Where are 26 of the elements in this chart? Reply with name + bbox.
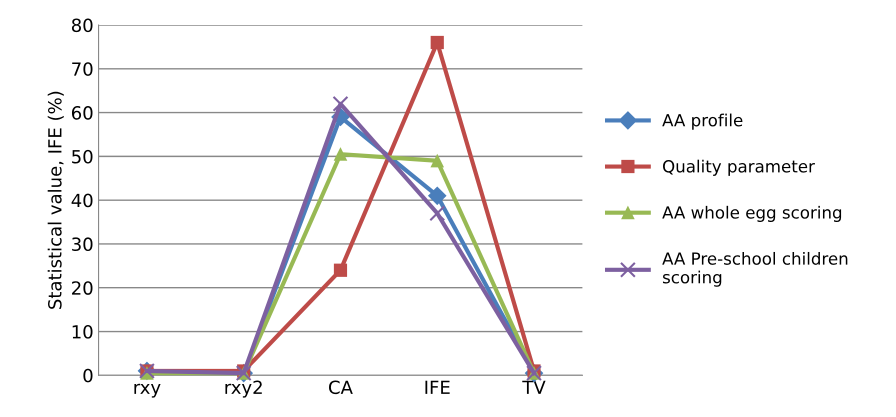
y-tick-label: 40 <box>72 194 92 208</box>
y-tick-label: 60 <box>72 106 92 120</box>
point <box>428 186 446 205</box>
x-tick-label: CA <box>329 380 353 394</box>
y-tick-label: 50 <box>72 150 92 164</box>
point <box>429 205 446 222</box>
y-tick-label: 10 <box>72 324 92 339</box>
x-tick-label: TV <box>522 380 546 394</box>
y-tick-label: 20 <box>72 281 92 295</box>
point <box>332 96 348 112</box>
y-tick-label: 0 <box>83 368 92 382</box>
y-tick-label: 80 <box>72 18 92 32</box>
point <box>430 36 444 50</box>
point <box>430 154 444 168</box>
x-tick-label: rxy2 <box>225 380 262 398</box>
x-tick-label: IFE <box>425 380 450 394</box>
y-tick-label: 30 <box>72 237 92 252</box>
legend-label: AA profile <box>662 114 742 130</box>
point <box>334 148 348 161</box>
point <box>334 264 348 277</box>
x-tick-label: rxy <box>134 384 161 398</box>
y-axis-title: Statistical value, IFE (%) <box>48 92 64 309</box>
legend-label: AA Pre-school children scoring <box>662 252 848 287</box>
legend-label: Quality parameter <box>663 160 815 176</box>
y-tick-label: 70 <box>72 62 92 76</box>
legend-label: AA whole egg scoring <box>662 206 842 222</box>
